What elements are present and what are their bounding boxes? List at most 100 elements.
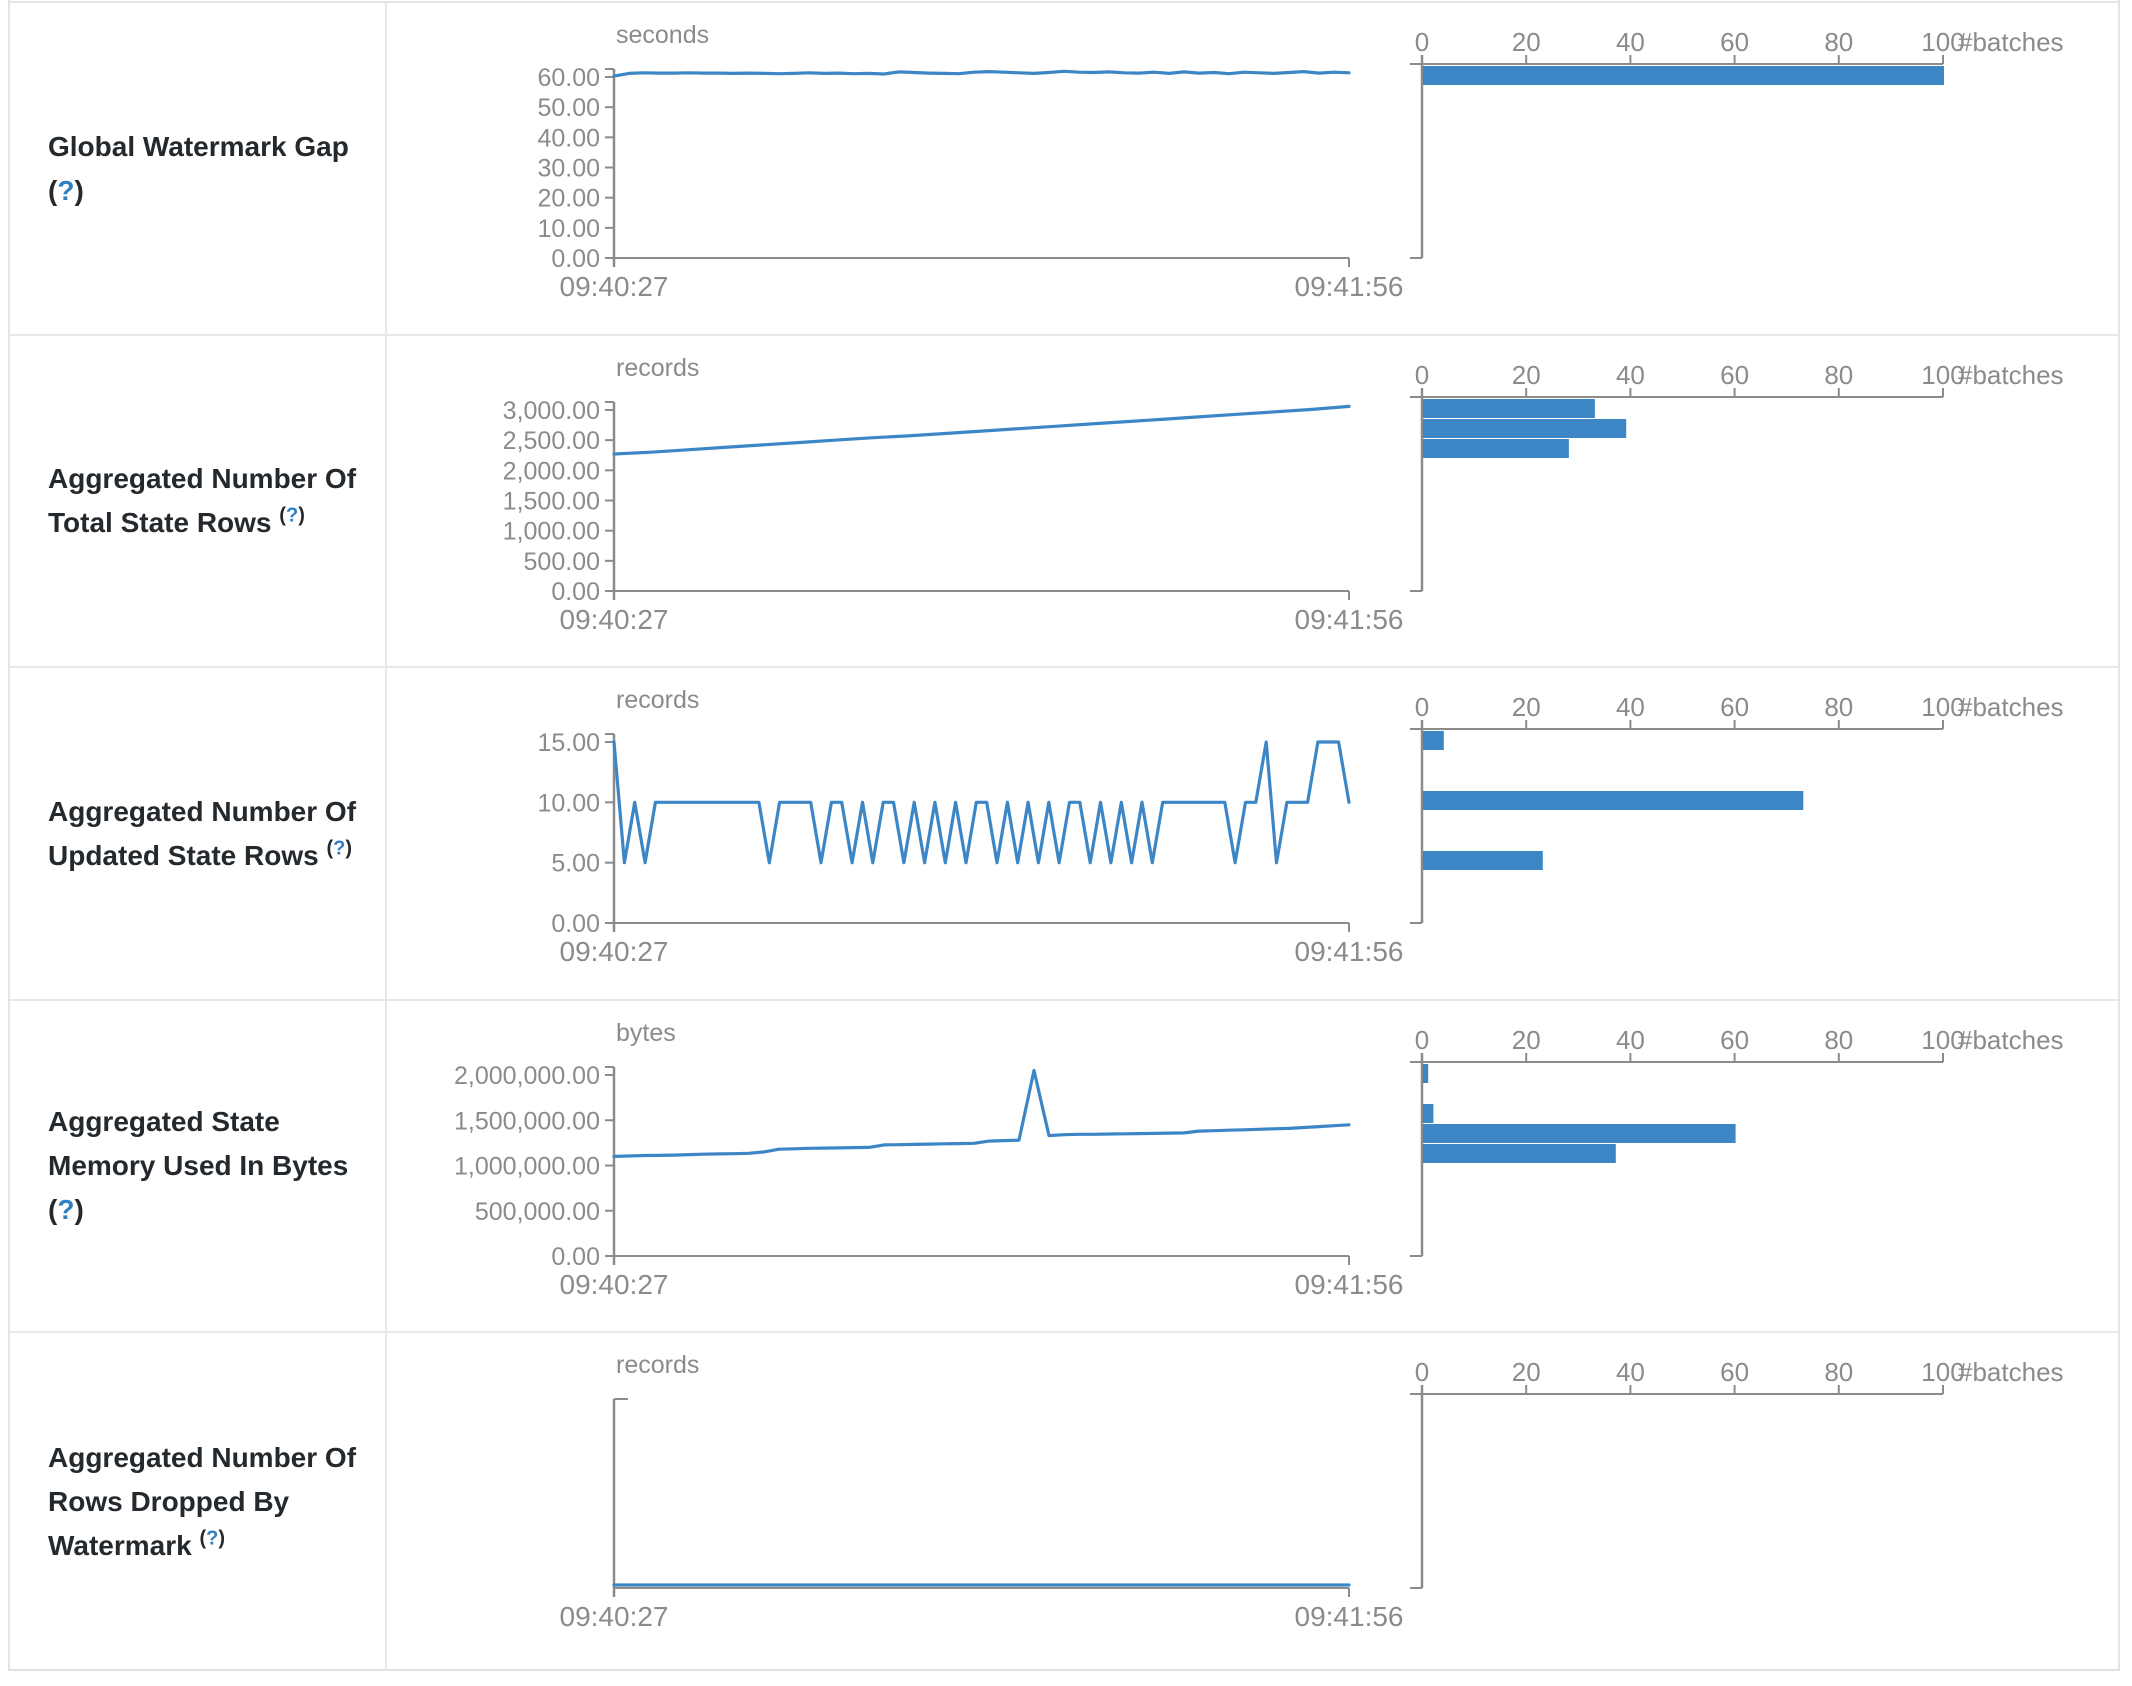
help-link[interactable]: (?): [48, 174, 84, 206]
hist-tick-label: 20: [1512, 1357, 1541, 1387]
y-tick-label: 3,000.00: [503, 397, 600, 425]
y-tick-label: 15.00: [537, 729, 600, 757]
hist-tick-label: 100: [1921, 27, 1964, 57]
help-question-icon[interactable]: ?: [57, 174, 75, 206]
y-tick-label: 1,000,000.00: [454, 1153, 600, 1181]
y-axis-unit-label: records: [616, 686, 699, 714]
y-tick-label: 1,500.00: [503, 488, 600, 516]
y-tick-label: 10.00: [537, 215, 600, 243]
metric-row-global-watermark-gap: Global Watermark Gap (?) seconds 60.00 50.…: [10, 3, 2118, 336]
hist-tick-label: 20: [1512, 692, 1541, 722]
metric-row-total-state-rows: Aggregated Number Of Total State Rows (?…: [10, 336, 2118, 668]
hist-unit-label: #batches: [1958, 27, 2064, 57]
charts-cell: records 15.00 10.00 5.00 0.00 09:40:27 09:41:5…: [387, 668, 2118, 999]
hist-tick-label: 80: [1824, 1025, 1853, 1055]
y-tick-label: 10.00: [537, 789, 600, 817]
metric-label-cell: Aggregated State Memory Used In Bytes (?…: [10, 1001, 387, 1331]
charts-cell: records 09:40:27 09:41:56 0 20 40 60 80 100 #batc…: [387, 1333, 2118, 1671]
hist-tick-label: 40: [1616, 692, 1645, 722]
y-tick-label: 0.00: [551, 245, 600, 273]
hist-tick-label: 20: [1512, 1025, 1541, 1055]
metric-row-state-memory-used: Aggregated State Memory Used In Bytes (?…: [10, 1001, 2118, 1333]
timeline-series-line: [612, 69, 1351, 78]
charts-cell: records 3,000.00 2,500.00 2,000.00 1,500.00 1…: [387, 336, 2118, 666]
metric-label-text: Aggregated Number Of Updated State Rows: [48, 795, 357, 871]
y-tick-label: 20.00: [537, 185, 600, 213]
hist-tick-label: 60: [1720, 692, 1749, 722]
y-tick-label: 500,000.00: [475, 1198, 600, 1226]
y-axis-unit-label: bytes: [616, 1019, 676, 1047]
hist-tick-label: 0: [1415, 1357, 1429, 1387]
time-label-start: 09:40:27: [560, 271, 669, 302]
y-axis-unit-label: seconds: [616, 21, 709, 49]
hist-bar: [1423, 399, 1595, 418]
y-tick-label: 40.00: [537, 124, 600, 152]
help-question-icon[interactable]: ?: [285, 504, 299, 527]
metric-label-cell: Global Watermark Gap (?): [10, 3, 387, 334]
hist-tick-label: 0: [1415, 1025, 1429, 1055]
y-tick-label: 1,500,000.00: [454, 1107, 600, 1135]
time-label-end: 09:41:56: [1295, 271, 1404, 302]
help-question-icon[interactable]: ?: [206, 1527, 219, 1550]
y-axis-unit-label: records: [616, 354, 699, 382]
metric-row-updated-state-rows: Aggregated Number Of Updated State Rows …: [10, 668, 2118, 1001]
hist-unit-label: #batches: [1958, 1357, 2064, 1387]
help-question-icon[interactable]: ?: [57, 1194, 75, 1225]
timeline-series-line: [612, 404, 1351, 456]
metric-label-text: Aggregated Number Of Rows Dropped By Wat…: [48, 1442, 357, 1561]
hist-bar: [1423, 731, 1444, 750]
hist-bar: [1423, 439, 1569, 458]
y-tick-label: 2,500.00: [503, 427, 600, 455]
hist-tick-label: 0: [1415, 27, 1429, 57]
metric-label-text: Aggregated State Memory Used In Bytes: [48, 1106, 349, 1181]
time-label-start: 09:40:27: [560, 604, 669, 635]
hist-tick-label: 60: [1720, 27, 1749, 57]
hist-tick-label: 40: [1616, 1025, 1645, 1055]
time-label-end: 09:41:56: [1295, 604, 1404, 635]
y-tick-label: 0.00: [551, 1243, 600, 1271]
hist-tick-label: 80: [1824, 27, 1853, 57]
hist-tick-label: 80: [1824, 360, 1853, 390]
hist-bar: [1423, 791, 1804, 810]
metric-label: Aggregated Number Of Updated State Rows …: [48, 790, 357, 878]
hist-tick-label: 60: [1720, 360, 1749, 390]
hist-tick-label: 100: [1921, 1357, 1964, 1387]
y-tick-label: 30.00: [537, 155, 600, 183]
help-link[interactable]: (?): [48, 1194, 84, 1225]
streaming-statistics-table: Global Watermark Gap (?) seconds 60.00 50.…: [8, 0, 2120, 1671]
help-link[interactable]: (?): [199, 1527, 226, 1550]
hist-tick-label: 100: [1921, 692, 1964, 722]
metric-label: Aggregated State Memory Used In Bytes (?…: [48, 1100, 357, 1232]
metric-label: Global Watermark Gap (?): [48, 125, 357, 213]
hist-tick-label: 40: [1616, 360, 1645, 390]
help-link[interactable]: (?): [326, 837, 353, 860]
metric-label-text: Global Watermark Gap: [48, 130, 349, 162]
hist-unit-label: #batches: [1958, 360, 2064, 390]
metric-label: Aggregated Number Of Rows Dropped By Wat…: [48, 1436, 357, 1568]
hist-tick-label: 100: [1921, 360, 1964, 390]
hist-tick-label: 80: [1824, 1357, 1853, 1387]
metric-label-cell: Aggregated Number Of Total State Rows (?…: [10, 336, 387, 666]
hist-bar: [1423, 419, 1627, 438]
time-label-start: 09:40:27: [560, 936, 669, 967]
hist-tick-label: 80: [1824, 692, 1853, 722]
table-top-border: [10, 0, 2118, 3]
hist-tick-label: 60: [1720, 1357, 1749, 1387]
charts-cell: bytes 2,000,000.00 1,500,000.00 1,000,000.0…: [387, 1001, 2118, 1331]
timeline-series-line: [612, 740, 1351, 865]
time-label-start: 09:40:27: [560, 1269, 669, 1300]
metric-row-rows-dropped-by-watermark: Aggregated Number Of Rows Dropped By Wat…: [10, 1333, 2118, 1671]
hist-tick-label: 20: [1512, 27, 1541, 57]
metric-label-cell: Aggregated Number Of Rows Dropped By Wat…: [10, 1333, 387, 1671]
timeline-series-line: [612, 1068, 1351, 1158]
y-tick-label: 500.00: [524, 548, 600, 576]
y-tick-label: 50.00: [537, 94, 600, 122]
y-tick-label: 0.00: [551, 910, 600, 938]
hist-unit-label: #batches: [1958, 1025, 2064, 1055]
help-link[interactable]: (?): [279, 504, 305, 527]
metric-label-cell: Aggregated Number Of Updated State Rows …: [10, 668, 387, 999]
y-tick-label: 2,000.00: [503, 457, 600, 485]
help-question-icon[interactable]: ?: [333, 837, 346, 860]
